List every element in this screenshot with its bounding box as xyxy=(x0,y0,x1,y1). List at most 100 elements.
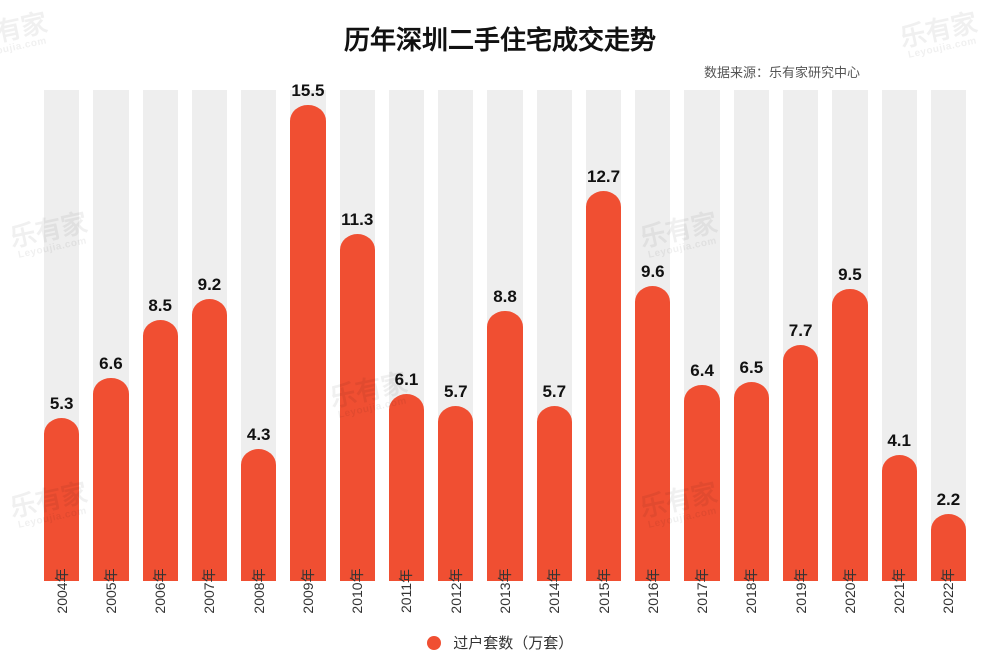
x-tick-label: 2018年 xyxy=(741,568,761,613)
x-tick: 2004年 xyxy=(40,581,83,629)
bar-value-label: 12.7 xyxy=(582,167,625,187)
bar xyxy=(586,191,621,581)
bar-slot: 5.3 xyxy=(40,90,83,581)
x-tick: 2013年 xyxy=(483,581,526,629)
bar-value-label: 6.5 xyxy=(730,358,773,378)
legend: 过户套数（万套） xyxy=(0,632,1000,653)
x-tick: 2012年 xyxy=(434,581,477,629)
legend-label: 过户套数（万套） xyxy=(453,635,573,652)
x-tick: 2014年 xyxy=(533,581,576,629)
x-tick-label: 2009年 xyxy=(298,568,318,613)
bar-slot: 7.7 xyxy=(779,90,822,581)
x-tick: 2021年 xyxy=(878,581,921,629)
bar-value-label: 9.5 xyxy=(828,265,871,285)
bar xyxy=(537,406,572,581)
bar-slot: 8.5 xyxy=(139,90,182,581)
bar-slot: 15.5 xyxy=(286,90,329,581)
x-tick: 2015年 xyxy=(582,581,625,629)
bar-slot: 11.3 xyxy=(336,90,379,581)
x-tick: 2022年 xyxy=(927,581,970,629)
bar-slot: 4.1 xyxy=(878,90,921,581)
bar-slot: 6.1 xyxy=(385,90,428,581)
bar xyxy=(734,382,769,581)
x-tick: 2011年 xyxy=(385,581,428,629)
bar-value-label: 5.7 xyxy=(434,382,477,402)
bar-slot: 4.3 xyxy=(237,90,280,581)
bar-slot: 9.5 xyxy=(828,90,871,581)
bars-container: 5.3 6.6 8.5 9.2 4.3 15.5 11.3 6.1 5.7 8.8 5.7 12.7 9… xyxy=(40,90,970,581)
bar xyxy=(241,449,276,581)
x-axis: 2004年2005年2006年2007年2008年2009年2010年2011年… xyxy=(40,581,970,629)
x-tick-label: 2021年 xyxy=(889,568,909,613)
bar-value-label: 5.3 xyxy=(40,394,83,414)
bar xyxy=(487,311,522,581)
bar-value-label: 15.5 xyxy=(286,81,329,101)
bar-value-label: 8.5 xyxy=(139,296,182,316)
bar-slot: 8.8 xyxy=(483,90,526,581)
bar-value-label: 9.6 xyxy=(631,262,674,282)
x-tick-label: 2008年 xyxy=(249,568,269,613)
x-tick-label: 2011年 xyxy=(396,569,416,613)
bar-value-label: 6.6 xyxy=(89,354,132,374)
bar-slot: 2.2 xyxy=(927,90,970,581)
x-tick-label: 2020年 xyxy=(840,568,860,613)
x-tick-label: 2007年 xyxy=(199,568,219,613)
bar-slot: 9.6 xyxy=(631,90,674,581)
x-tick-label: 2006年 xyxy=(150,568,170,613)
chart-title: 历年深圳二手住宅成交走势 xyxy=(0,20,1000,57)
bar-slot: 6.4 xyxy=(680,90,723,581)
bar xyxy=(340,234,375,581)
bar xyxy=(44,418,79,581)
bar-slot: 12.7 xyxy=(582,90,625,581)
bar-value-label: 8.8 xyxy=(483,287,526,307)
x-tick: 2005年 xyxy=(89,581,132,629)
bar xyxy=(192,299,227,581)
bar-value-label: 7.7 xyxy=(779,321,822,341)
x-tick: 2006年 xyxy=(139,581,182,629)
x-tick-label: 2015年 xyxy=(594,568,614,613)
x-tick-label: 2004年 xyxy=(52,568,72,613)
bar-slot: 5.7 xyxy=(533,90,576,581)
bar-slot: 5.7 xyxy=(434,90,477,581)
bar-value-label: 6.1 xyxy=(385,370,428,390)
x-tick: 2010年 xyxy=(336,581,379,629)
bar xyxy=(832,289,867,581)
x-tick: 2008年 xyxy=(237,581,280,629)
bar xyxy=(143,320,178,581)
x-tick: 2017年 xyxy=(680,581,723,629)
legend-marker xyxy=(427,636,441,650)
bar-value-label: 5.7 xyxy=(533,382,576,402)
bar xyxy=(389,394,424,581)
bar-value-label: 6.4 xyxy=(680,361,723,381)
x-tick-label: 2005年 xyxy=(101,568,121,613)
x-tick: 2009年 xyxy=(286,581,329,629)
bar xyxy=(93,378,128,581)
bar xyxy=(684,385,719,581)
x-tick-label: 2019年 xyxy=(791,568,811,613)
bar-value-label: 4.3 xyxy=(237,425,280,445)
bar-value-label: 2.2 xyxy=(927,490,970,510)
bar-value-label: 11.3 xyxy=(336,210,379,230)
bar xyxy=(635,286,670,581)
bar-slot: 9.2 xyxy=(188,90,231,581)
plot-area: 5.3 6.6 8.5 9.2 4.3 15.5 11.3 6.1 5.7 8.8 5.7 12.7 9… xyxy=(40,90,970,581)
bar-slot: 6.5 xyxy=(730,90,773,581)
x-tick: 2018年 xyxy=(730,581,773,629)
x-tick: 2007年 xyxy=(188,581,231,629)
x-tick-label: 2014年 xyxy=(544,568,564,613)
bar-value-label: 9.2 xyxy=(188,275,231,295)
x-tick-label: 2017年 xyxy=(692,568,712,613)
bar xyxy=(882,455,917,581)
bar xyxy=(438,406,473,581)
x-tick-label: 2016年 xyxy=(643,568,663,613)
bar-value-label: 4.1 xyxy=(878,431,921,451)
chart-source: 数据来源：乐有家研究中心 xyxy=(704,62,860,81)
x-tick-label: 2013年 xyxy=(495,568,515,613)
x-tick: 2019年 xyxy=(779,581,822,629)
bar xyxy=(783,345,818,581)
x-tick: 2016年 xyxy=(631,581,674,629)
bar-slot: 6.6 xyxy=(89,90,132,581)
bar xyxy=(290,105,325,581)
x-tick-label: 2012年 xyxy=(446,568,466,613)
x-tick-label: 2010年 xyxy=(347,568,367,613)
